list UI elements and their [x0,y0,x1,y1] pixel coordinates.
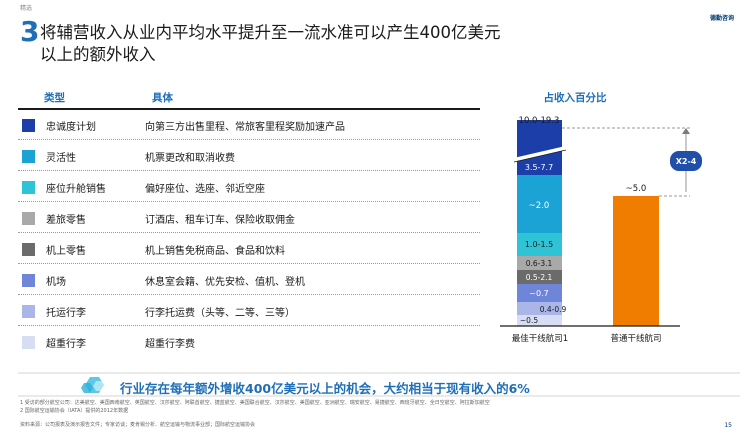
row-detail: 超重行李费 [145,339,195,350]
legend-swatch-excess [22,336,35,349]
row-type: 忠诚度计划 [46,122,96,133]
row-type: 托运行李 [46,308,86,319]
segment-loyalty-bottom [517,157,562,175]
section-number: 3 [20,15,40,48]
category-average: 普通干线航司 [610,333,661,344]
page-number: 15 [724,422,732,429]
title-line-2: 以上的额外收入 [40,45,156,64]
table-row: 座位升舱销售 偏好座位、选座、邻近空座 [18,174,480,202]
segment-flex [517,175,562,233]
hexagon-icon [81,377,105,393]
legend-swatch-airport [22,274,35,287]
brand-logo: 德勤咨询 [709,15,734,22]
footnote-1: 1 受访的部分航空公司：达美航空、美国西南航空、英国航空、汉莎航空、阿联酋航空、… [20,400,490,406]
row-type: 机上零售 [46,246,86,257]
segment-seat [517,233,562,256]
label-onboard: 0.5-2.1 [526,273,553,282]
arrow-head [682,128,690,134]
row-type: 机场 [46,277,66,288]
table-row: 忠诚度计划 向第三方出售里程、常旅客里程奖励加速产品 [18,112,480,140]
source-note: 资料来源：公司报表及演示报告文件；专家访谈；麦肯锡分析、航空运输与物流事业部；国… [20,422,256,428]
label-travel: 0.6-3.1 [526,259,553,268]
axis-break [513,146,567,162]
legend-swatch-travel [22,212,35,225]
row-type: 座位升舱销售 [46,184,106,195]
label-excess: ~0.5 [520,316,538,325]
legend-swatch-flex [22,150,35,163]
row-detail: 行李托运费（头等、二等、三等） [145,308,295,319]
row-detail: 偏好座位、选座、邻近空座 [145,184,265,195]
segment-excess [517,315,562,326]
label-loyalty-range: 3.5-7.7 [525,163,553,172]
legend-swatch-seat [22,181,35,194]
segment-airport [517,284,562,302]
page-title: 将辅营收入从业内平均水平提升至一流水准可以产生400亿美元 以上的额外收入 [40,22,640,66]
table-row: 机上零售 机上销售免税商品、食品和饮料 [18,236,480,264]
bar-average-airline [613,196,659,326]
axis-break-line [513,149,567,163]
table-row: 托运行李 行李托运费（头等、二等、三等） [18,298,480,326]
legend-swatch-loyalty [22,119,35,132]
label-airport: ~0.7 [529,289,548,298]
label-seat: 1.0-1.5 [525,240,553,249]
table-row: 机场 休息室会籍、优先安检、值机、登机 [18,267,480,295]
segment-travel [517,256,562,270]
multiplier-badge [670,151,702,171]
table-row: 灵活性 机票更改和取消收费 [18,143,480,171]
legend-swatch-onboard [22,243,35,256]
row-detail: 机上销售免税商品、食品和饮料 [145,246,285,257]
category-best: 最佳干线航司1 [512,333,568,344]
column-header-detail: 具体 [152,92,173,104]
table-top-rule [18,108,480,110]
row-detail: 休息室会籍、优先安检、值机、登机 [145,277,305,288]
chart-title: 占收入百分比 [543,92,607,104]
footnote-2: 2 国际航空运输协会（IATA）提供的2012年数据 [20,408,129,414]
row-type: 灵活性 [46,153,76,164]
row-detail: 向第三方出售里程、常旅客里程奖励加速产品 [145,122,345,133]
legend-swatch-bag [22,305,35,318]
label-multiplier: X2-4 [676,157,697,166]
table-row: 超重行李 超重行李费 [18,329,480,357]
column-header-type: 类型 [44,92,65,104]
table-row: 差旅零售 订酒店、租车订车、保险收取佣金 [18,205,480,233]
row-type: 超重行李 [46,339,86,350]
section-tag: 精选 [20,5,33,12]
label-loyalty-best: 10.0-19.3 [519,116,560,126]
row-detail: 机票更改和取消收费 [145,153,235,164]
segment-onboard [517,270,562,284]
label-average: ~5.0 [626,184,647,194]
row-detail: 订酒店、租车订车、保险收取佣金 [145,215,295,226]
title-line-1: 将辅营收入从业内平均水平提升至一流水准可以产生400亿美元 [40,23,501,42]
row-type: 差旅零售 [46,215,86,226]
segment-bag [517,302,562,315]
key-insight-callout: 行业存在每年额外增收400亿美元以上的机会，大约相当于现有收入的6% [120,381,530,396]
label-flex: ~2.0 [529,201,550,211]
label-bag: 0.4-0.9 [540,305,567,314]
